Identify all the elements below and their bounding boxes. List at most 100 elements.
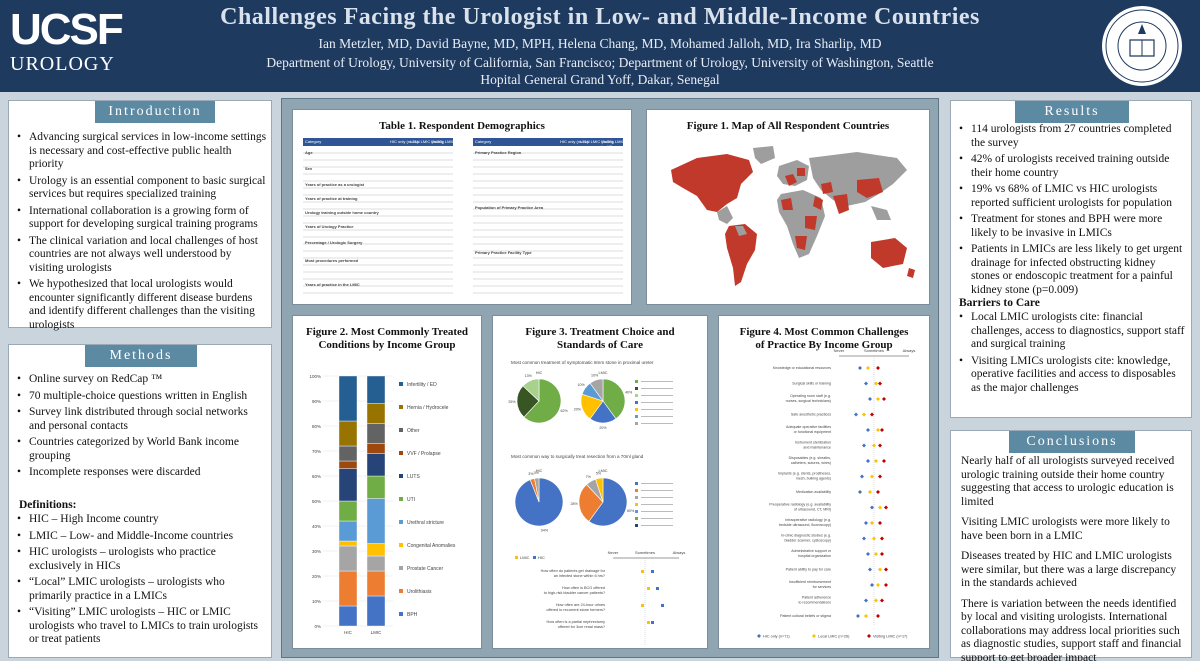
- dot-marker: [878, 381, 882, 386]
- pie-label: LMIC: [598, 469, 607, 473]
- methods-list: Online survey on RedCap ™ 70 multiple-ch…: [17, 373, 267, 483]
- figure2-title-line-1: Figure 2. Most Commonly Treated: [305, 326, 469, 338]
- pie-data-label: 3%: [534, 471, 540, 475]
- introduction-list: Advancing surgical services in low-incom…: [17, 131, 267, 335]
- question-text: How often is a partial nephrectomy: [547, 620, 606, 624]
- legend-label: Hernia / Hydrocele: [407, 405, 449, 411]
- y-tick-label: 0%: [314, 624, 321, 629]
- dot-marker: [878, 443, 882, 448]
- figure4-title-line-2: of Practice By Income Group: [755, 339, 893, 351]
- question-text: How often are 24-hour urines: [556, 603, 605, 607]
- legend-label: Other: [407, 428, 420, 434]
- dot-marker: [860, 474, 864, 479]
- bar-segment: [338, 500, 358, 522]
- dot-marker: [876, 366, 880, 370]
- scale-label: Always: [903, 348, 916, 353]
- table1-row-label: Population of Primary Practice Area: [475, 205, 544, 210]
- legend-label: Infertility / ED: [407, 382, 437, 388]
- list-item: 42% of urologists received training outs…: [959, 153, 1187, 180]
- y-tick-label: 70%: [312, 449, 321, 454]
- challenge-label: In-clinic diagnostic studies (e.g.: [781, 534, 831, 538]
- dot-marker: [884, 583, 888, 587]
- x-tick-label: HIC: [344, 630, 353, 635]
- pie-slice: [523, 378, 562, 424]
- legend-swatch: [867, 634, 871, 638]
- bar-segment: [338, 570, 358, 607]
- introduction-panel: Introduction Advancing surgical services…: [8, 100, 272, 331]
- dot-marker: [641, 604, 644, 607]
- challenge-label: Operating room staff (e.g.: [790, 394, 831, 398]
- dot-marker: [874, 459, 878, 463]
- challenge-label: Surgical skills or training: [792, 382, 831, 386]
- pie-data-label: 60%: [627, 509, 635, 513]
- table1-right-header-visiting: Visiting LMIC (n=17): [601, 139, 625, 149]
- scale-label: Never: [834, 348, 845, 353]
- question-text: to high-risk bladder cancer patients?: [544, 591, 605, 595]
- dot-marker: [856, 614, 860, 618]
- dot-marker: [880, 428, 884, 432]
- dot-marker: [866, 428, 870, 432]
- bar-segment: [366, 543, 386, 557]
- y-tick-label: 90%: [312, 399, 321, 404]
- y-tick-label: 30%: [312, 549, 321, 554]
- table1-right-header-local: Local LMIC (n=26): [580, 139, 614, 144]
- legend-label: Local LMIC (n=26): [818, 635, 850, 639]
- bar-segment: [366, 555, 386, 572]
- results-panel: Results 114 urologists from 27 countries…: [950, 100, 1192, 418]
- dot-marker: [864, 521, 868, 525]
- legend-swatch: [635, 503, 638, 506]
- list-item: LMIC – Low- and Middle-Income countries: [17, 530, 267, 544]
- dot-marker: [866, 459, 870, 463]
- challenge-label: Instrument sterilization: [795, 441, 831, 445]
- legend-swatch: [635, 482, 638, 485]
- figure2-panel: Figure 2. Most Commonly Treated Conditio…: [292, 315, 482, 649]
- pie-label: HIC: [536, 371, 543, 375]
- list-item: HIC urologists – urologists who practice…: [17, 546, 267, 573]
- list-item: Survey link distributed through social n…: [17, 406, 267, 433]
- table1-right-header-hic: HIC only (n=71): [560, 139, 589, 144]
- legend-swatch: [399, 474, 403, 478]
- bar-segment: [366, 443, 386, 454]
- y-tick-label: 40%: [312, 524, 321, 529]
- dot-marker: [884, 567, 888, 572]
- results-heading: Results: [1015, 101, 1129, 123]
- affiliation-line-1: Department of Urology, University of Cal…: [266, 55, 934, 70]
- challenge-label: Insufficient reimbursement: [789, 580, 831, 584]
- list-item: “Local” LMIC urologists – urologists who…: [17, 576, 267, 603]
- dot-marker: [868, 490, 872, 494]
- methods-panel: Methods Online survey on RedCap ™ 70 mul…: [8, 344, 272, 658]
- list-item: Countries categorized by World Bank inco…: [17, 436, 267, 463]
- scale-label: Always: [673, 550, 686, 555]
- legend-swatch: [757, 634, 761, 638]
- bar-segment: [338, 468, 358, 502]
- table1-row-label: Urology training outside home country: [305, 210, 379, 215]
- list-item: Online survey on RedCap ™: [17, 373, 267, 387]
- dot-marker: [641, 570, 644, 573]
- bar-segment: [366, 453, 386, 477]
- conclusion-paragraph: There is variation between the needs ide…: [961, 597, 1182, 661]
- legend-swatch: [635, 408, 638, 411]
- bar-segment: [366, 475, 386, 499]
- pie-slice: [595, 477, 604, 503]
- dot-marker: [651, 570, 654, 573]
- list-item: International collaboration is a growing…: [17, 205, 267, 232]
- legend-swatch: [635, 510, 638, 513]
- figure3-pie-charts: Most common treatment of symptomatic 8mm…: [508, 360, 686, 646]
- bar-segment: [366, 498, 386, 544]
- table1-left-header-visiting: Visiting LMIC (n=17): [431, 139, 468, 144]
- legend-label: Urolithiasis: [407, 589, 432, 595]
- list-item: 114 urologists from 27 countries complet…: [959, 123, 1187, 150]
- challenge-label: Medication availability: [796, 490, 831, 494]
- table1-grid: [303, 138, 623, 294]
- dot-marker: [647, 621, 650, 624]
- dot-marker: [661, 604, 664, 607]
- dot-marker: [876, 397, 880, 401]
- legend-swatch: [399, 589, 403, 593]
- barriers-label: Barriers to Care: [959, 297, 1040, 309]
- figure3-subtitle-1: Most common treatment of symptomatic 8mm…: [511, 360, 654, 365]
- pie-slice: [602, 378, 626, 420]
- question-text: offered for 3cm renal mass?: [558, 625, 605, 629]
- list-item: 70 multiple-choice questions written in …: [17, 390, 267, 404]
- figure2-title-line-2: Conditions by Income Group: [318, 339, 456, 351]
- list-item: “Visiting” LMIC urologists – HIC or LMIC…: [17, 606, 267, 647]
